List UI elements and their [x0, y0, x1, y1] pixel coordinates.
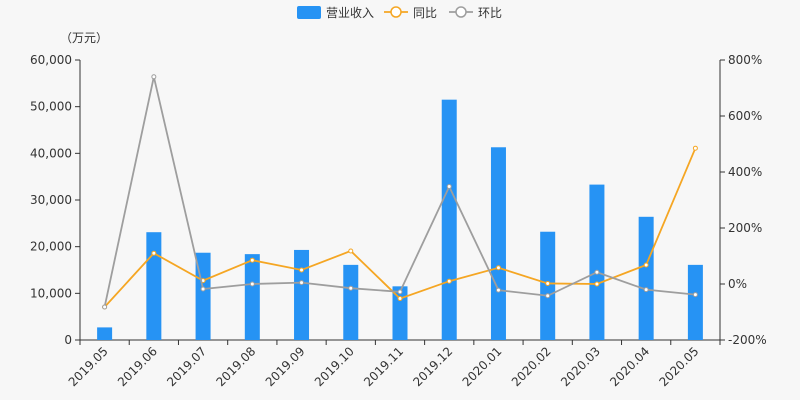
x-tick-label: 2019.09: [263, 344, 308, 389]
mom-point: [594, 269, 600, 275]
mom-point: [299, 280, 305, 286]
legend-label: 环比: [478, 6, 502, 20]
bar: [97, 327, 113, 340]
legend-swatch-marker: [455, 6, 467, 18]
yoy-line: [103, 147, 697, 308]
bar: [392, 286, 408, 340]
bar: [687, 264, 703, 340]
line-series: [102, 74, 698, 310]
mom-point: [151, 74, 157, 80]
mom-point: [643, 287, 649, 293]
bar: [244, 254, 260, 340]
yoy-point: [397, 296, 403, 302]
bar: [490, 147, 506, 340]
yoy-point: [348, 248, 354, 254]
y-left-tick-label: 50,000: [30, 100, 72, 114]
y-left-tick-label: 40,000: [30, 146, 72, 160]
yoy-point: [299, 267, 305, 273]
y-left-tick-label: 20,000: [30, 240, 72, 254]
bar: [441, 99, 457, 341]
y-left-tick-label: 30,000: [30, 193, 72, 207]
legend: 营业收入 同比 环比: [297, 6, 502, 20]
y-right-tick-label: 600%: [728, 109, 762, 123]
mom-point: [495, 287, 501, 293]
mom-point: [397, 289, 403, 295]
yoy-point: [495, 265, 501, 271]
x-tick-label: 2019.12: [410, 344, 455, 389]
bar: [294, 249, 310, 340]
x-tick-label: 2019.07: [164, 344, 209, 389]
y-right-tick-label: 200%: [728, 221, 762, 235]
y-left-unit-label: （万元）: [60, 31, 108, 45]
y-right-tick-label: 800%: [728, 53, 762, 67]
mom-point: [102, 304, 108, 310]
x-tick-label: 2020.03: [558, 344, 603, 389]
mom-point: [348, 285, 354, 291]
x-tick-label: 2019.10: [312, 344, 357, 389]
y-left-tick-label: 10,000: [30, 286, 72, 300]
bar: [638, 216, 654, 340]
x-tick-label: 2020.02: [509, 344, 554, 389]
y-right-tick-label: 0%: [728, 277, 747, 291]
legend-label: 营业收入: [326, 6, 374, 20]
yoy-point: [594, 281, 600, 287]
legend-label: 同比: [413, 6, 437, 20]
x-tick-label: 2019.08: [213, 344, 258, 389]
mom-point: [692, 292, 698, 298]
bar: [589, 184, 605, 340]
mom-line: [103, 76, 696, 308]
mom-point: [446, 184, 452, 190]
yoy-point: [643, 262, 649, 268]
x-tick-label: 2020.05: [657, 344, 702, 389]
legend-swatch-marker: [390, 6, 402, 18]
x-tick-label: 2020.01: [460, 344, 505, 389]
y-left-tick-label: 0: [64, 333, 72, 347]
bar-series: [97, 99, 703, 341]
yoy-point: [446, 278, 452, 284]
mom-point: [200, 286, 206, 292]
bar: [343, 264, 359, 340]
y-right-tick-label: -200%: [728, 333, 767, 347]
y-left-tick-label: 60,000: [30, 53, 72, 67]
bar: [146, 232, 162, 340]
x-tick-label: 2019.11: [361, 344, 406, 389]
x-tick-label: 2019.06: [115, 344, 160, 389]
yoy-point: [692, 145, 698, 151]
yoy-point: [249, 257, 255, 263]
y-right-tick-label: 400%: [728, 165, 762, 179]
mom-point: [249, 281, 255, 287]
x-tick-label: 2019.05: [66, 344, 111, 389]
yoy-point: [151, 250, 157, 256]
yoy-point: [545, 280, 551, 286]
mom-point: [545, 293, 551, 299]
legend-swatch-bar: [297, 6, 321, 19]
x-tick-label: 2020.04: [607, 344, 652, 389]
